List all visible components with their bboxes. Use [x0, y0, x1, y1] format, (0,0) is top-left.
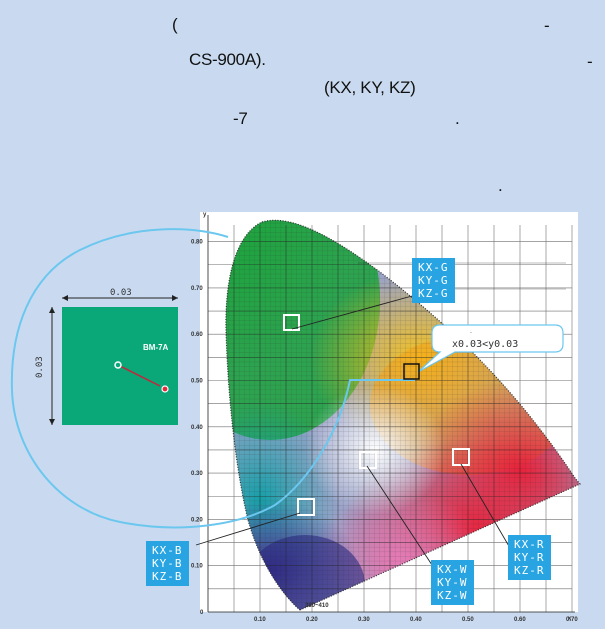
intro-dash-1: - — [544, 16, 550, 35]
x-tick-label: 0.10 — [254, 617, 266, 623]
blue-kz: KZ-B — [152, 570, 183, 583]
blue-measurement-square — [297, 498, 315, 516]
y-tick-label: 0.20 — [191, 517, 203, 523]
x-tick-label: 0.40 — [410, 617, 422, 623]
intro-coordinates-text: (KX, KY, KZ) — [324, 78, 416, 97]
deviation-line — [117, 364, 161, 387]
measured-point-icon — [161, 385, 169, 393]
leader-blue — [195, 512, 301, 546]
tolerance-callout — [417, 324, 564, 373]
intro-minus-7: -7 — [233, 109, 248, 128]
inset-width-label: 0.03 — [110, 288, 132, 298]
y-axis-label: y — [203, 212, 207, 218]
x-tick-labels: 0.10 0.20 0.30 0.40 0.50 0.60 0.70 — [254, 617, 578, 623]
white-ky: KY-W — [437, 576, 468, 589]
y-tick-label: 0.10 — [191, 564, 203, 570]
callout-tolerance: x0.03<y0.03 — [452, 339, 518, 350]
x-tick-label: 0.50 — [462, 617, 474, 623]
blue-kx: KX-B — [152, 544, 183, 557]
green-ky: KY-G — [418, 274, 449, 287]
leader-white — [366, 465, 433, 566]
red-kz: KZ-R — [514, 564, 545, 577]
yellow-measurement-square — [403, 363, 420, 380]
x-axis-label: x — [568, 616, 572, 622]
chart-grid — [208, 225, 573, 612]
green-values-label: KX-G KY-G KZ-G — [412, 258, 455, 303]
y-tick-label: 0.70 — [191, 286, 203, 292]
green-kx: KX-G — [418, 261, 449, 274]
inset-device-label: BM-7A — [143, 343, 169, 352]
blue-values-label: KX-B KY-B KZ-B — [146, 541, 189, 586]
red-measurement-square — [452, 448, 470, 466]
arrow-down-icon — [49, 419, 55, 425]
white-kz: KZ-W — [437, 589, 468, 602]
red-kx: KX-R — [514, 538, 545, 551]
red-values-label: KX-R KY-R KZ-R — [508, 535, 551, 580]
magnifier-outline — [10, 228, 415, 529]
arrow-right-icon — [172, 295, 178, 301]
intro-model-text: CS-900A). — [189, 50, 266, 69]
x-tick-label: 0.20 — [306, 617, 318, 623]
blue-ky: KY-B — [152, 557, 183, 570]
white-values-label: KX-W KY-W KZ-W — [431, 560, 474, 605]
leader-green — [291, 295, 413, 330]
y-tick-label: 0.40 — [191, 425, 203, 431]
y-tick-label: 0.80 — [191, 240, 203, 246]
intro-dash-2: - — [587, 52, 593, 71]
callout-dot: . — [470, 328, 472, 335]
intro-paren: ( — [172, 15, 178, 34]
red-ky: KY-R — [514, 551, 545, 564]
arrow-up-icon — [49, 307, 55, 313]
leader-red — [460, 463, 511, 549]
inset-height-label: 0.03 — [35, 356, 45, 378]
white-kx: KX-W — [437, 563, 468, 576]
green-measurement-square — [283, 314, 300, 331]
green-kz: KZ-G — [418, 287, 449, 300]
x-tick-label: 0.70 — [566, 617, 578, 623]
y-tick-label: 0 — [200, 610, 204, 616]
arrow-left-icon — [62, 295, 68, 301]
target-point-icon — [114, 361, 122, 369]
intro-dot-1: . — [455, 109, 460, 128]
x-tick-label: 0.30 — [358, 617, 370, 623]
y-tick-label: 0.30 — [191, 471, 203, 477]
x-tick-label: 0.60 — [514, 617, 526, 623]
y-tick-label: 0.50 — [191, 379, 203, 385]
y-tick-label: 0.60 — [191, 332, 203, 338]
y-tick-labels: 0.80 0.70 0.60 0.50 0.40 0.30 0.20 0.10 0 — [191, 240, 204, 616]
locus-wavelength-label: 380~410 — [305, 603, 329, 609]
intro-dot-2: . — [498, 176, 503, 195]
